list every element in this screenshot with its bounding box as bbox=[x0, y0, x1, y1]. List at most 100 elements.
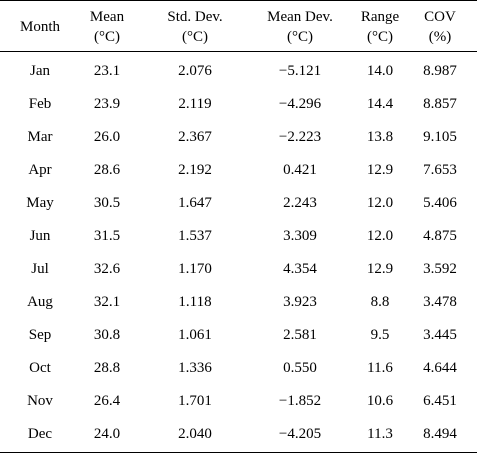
cell-month: Jan bbox=[30, 63, 50, 79]
cell-cov: 3.592 bbox=[423, 261, 457, 277]
cell-mean: 28.8 bbox=[93, 360, 121, 376]
cell-range: 12.9 bbox=[366, 261, 394, 277]
table-row: Jul 32.6 1.170 4.354 12.9 3.592 bbox=[0, 253, 477, 286]
header-mean-dev-unit: (°C) bbox=[287, 29, 313, 45]
header-mean-dev: Mean Dev. (°C) bbox=[245, 7, 355, 47]
cell-cov: 8.494 bbox=[423, 426, 457, 442]
cell-range: 12.9 bbox=[366, 162, 394, 178]
cell-std-dev: 1.061 bbox=[178, 327, 212, 343]
table-bottom-rule bbox=[0, 452, 477, 453]
cell-range: 10.6 bbox=[366, 393, 394, 409]
cell-mean-dev: 3.923 bbox=[283, 294, 317, 310]
table-row: Nov 26.4 1.701 −1.852 10.6 6.451 bbox=[0, 385, 477, 418]
table-row: Mar 26.0 2.367 −2.223 13.8 9.105 bbox=[0, 121, 477, 154]
cell-range: 14.0 bbox=[366, 63, 394, 79]
cell-cov: 7.653 bbox=[423, 162, 457, 178]
cell-std-dev: 2.367 bbox=[178, 129, 212, 145]
cell-mean: 30.8 bbox=[93, 327, 121, 343]
cell-month: Jun bbox=[29, 228, 51, 244]
table-row: Aug 32.1 1.118 3.923 8.8 3.478 bbox=[0, 286, 477, 319]
header-range-unit: (°C) bbox=[367, 29, 393, 45]
header-std-dev: Std. Dev. (°C) bbox=[150, 7, 240, 47]
cell-std-dev: 2.040 bbox=[178, 426, 212, 442]
cell-month: Feb bbox=[28, 96, 52, 112]
cell-mean-dev: 2.581 bbox=[283, 327, 317, 343]
table-row: Jan 23.1 2.076 −5.121 14.0 8.987 bbox=[0, 55, 477, 88]
cell-month: Aug bbox=[27, 294, 53, 310]
cell-cov: 8.987 bbox=[423, 63, 457, 79]
cell-month: Dec bbox=[27, 426, 53, 442]
cell-cov: 4.875 bbox=[423, 228, 457, 244]
header-std-dev-unit: (°C) bbox=[182, 29, 208, 45]
cell-mean-dev: −1.852 bbox=[278, 393, 322, 409]
cell-mean: 24.0 bbox=[93, 426, 121, 442]
cell-std-dev: 1.537 bbox=[178, 228, 212, 244]
cell-month: Jul bbox=[31, 261, 49, 277]
cell-range: 12.0 bbox=[366, 228, 394, 244]
table-row: May 30.5 1.647 2.243 12.0 5.406 bbox=[0, 187, 477, 220]
cell-mean-dev: 0.421 bbox=[283, 162, 317, 178]
table-row: Apr 28.6 2.192 0.421 12.9 7.653 bbox=[0, 154, 477, 187]
header-mean: Mean (°C) bbox=[72, 7, 142, 47]
cell-mean: 32.6 bbox=[93, 261, 121, 277]
cell-std-dev: 1.170 bbox=[178, 261, 212, 277]
cell-month: Apr bbox=[28, 162, 52, 178]
cell-std-dev: 1.647 bbox=[178, 195, 212, 211]
cell-month: Oct bbox=[29, 360, 51, 376]
cell-mean-dev: −4.205 bbox=[278, 426, 322, 442]
cell-cov: 9.105 bbox=[423, 129, 457, 145]
header-cov-unit: (%) bbox=[428, 29, 452, 45]
header-month-label: Month bbox=[19, 19, 60, 35]
cell-range: 13.8 bbox=[366, 129, 394, 145]
header-std-dev-label: Std. Dev. bbox=[167, 9, 223, 25]
cell-mean-dev: 3.309 bbox=[283, 228, 317, 244]
cell-mean-dev: −2.223 bbox=[278, 129, 322, 145]
header-mean-unit: (°C) bbox=[94, 29, 120, 45]
cell-range: 11.6 bbox=[367, 360, 393, 376]
cell-cov: 6.451 bbox=[423, 393, 457, 409]
cell-std-dev: 1.336 bbox=[178, 360, 212, 376]
cell-range: 12.0 bbox=[366, 195, 394, 211]
cell-mean: 28.6 bbox=[93, 162, 121, 178]
header-cov: COV (%) bbox=[405, 7, 475, 47]
cell-cov: 3.478 bbox=[423, 294, 457, 310]
table-row: Sep 30.8 1.061 2.581 9.5 3.445 bbox=[0, 319, 477, 352]
cell-mean-dev: 2.243 bbox=[283, 195, 317, 211]
cell-month: Mar bbox=[27, 129, 53, 145]
cell-range: 11.3 bbox=[367, 426, 393, 442]
cell-cov: 4.644 bbox=[423, 360, 457, 376]
header-range-label: Range bbox=[360, 9, 400, 25]
cell-std-dev: 1.701 bbox=[178, 393, 212, 409]
header-month: Month bbox=[0, 17, 80, 37]
cell-month: May bbox=[26, 195, 54, 211]
cell-cov: 3.445 bbox=[423, 327, 457, 343]
cell-mean: 23.1 bbox=[93, 63, 121, 79]
table-row: Feb 23.9 2.119 −4.296 14.4 8.857 bbox=[0, 88, 477, 121]
table-row: Jun 31.5 1.537 3.309 12.0 4.875 bbox=[0, 220, 477, 253]
cell-mean: 26.0 bbox=[93, 129, 121, 145]
table-row: Oct 28.8 1.336 0.550 11.6 4.644 bbox=[0, 352, 477, 385]
cell-range: 9.5 bbox=[370, 327, 390, 343]
header-cov-label: COV bbox=[424, 9, 456, 25]
cell-mean: 23.9 bbox=[93, 96, 121, 112]
table-top-rule bbox=[0, 0, 477, 1]
header-mean-label: Mean bbox=[89, 9, 125, 25]
cell-mean-dev: 0.550 bbox=[283, 360, 317, 376]
header-range: Range (°C) bbox=[345, 7, 415, 47]
cell-std-dev: 1.118 bbox=[178, 294, 212, 310]
cell-month: Nov bbox=[27, 393, 53, 409]
cell-mean: 30.5 bbox=[93, 195, 121, 211]
cell-mean: 31.5 bbox=[93, 228, 121, 244]
cell-mean: 26.4 bbox=[93, 393, 121, 409]
cell-range: 8.8 bbox=[370, 294, 390, 310]
cell-mean-dev: 4.354 bbox=[283, 261, 317, 277]
cell-month: Sep bbox=[28, 327, 52, 343]
cell-cov: 8.857 bbox=[423, 96, 457, 112]
cell-range: 14.4 bbox=[366, 96, 394, 112]
cell-cov: 5.406 bbox=[423, 195, 457, 211]
cell-std-dev: 2.192 bbox=[178, 162, 212, 178]
cell-std-dev: 2.076 bbox=[178, 63, 212, 79]
table-row: Dec 24.0 2.040 −4.205 11.3 8.494 bbox=[0, 418, 477, 451]
cell-std-dev: 2.119 bbox=[178, 96, 212, 112]
